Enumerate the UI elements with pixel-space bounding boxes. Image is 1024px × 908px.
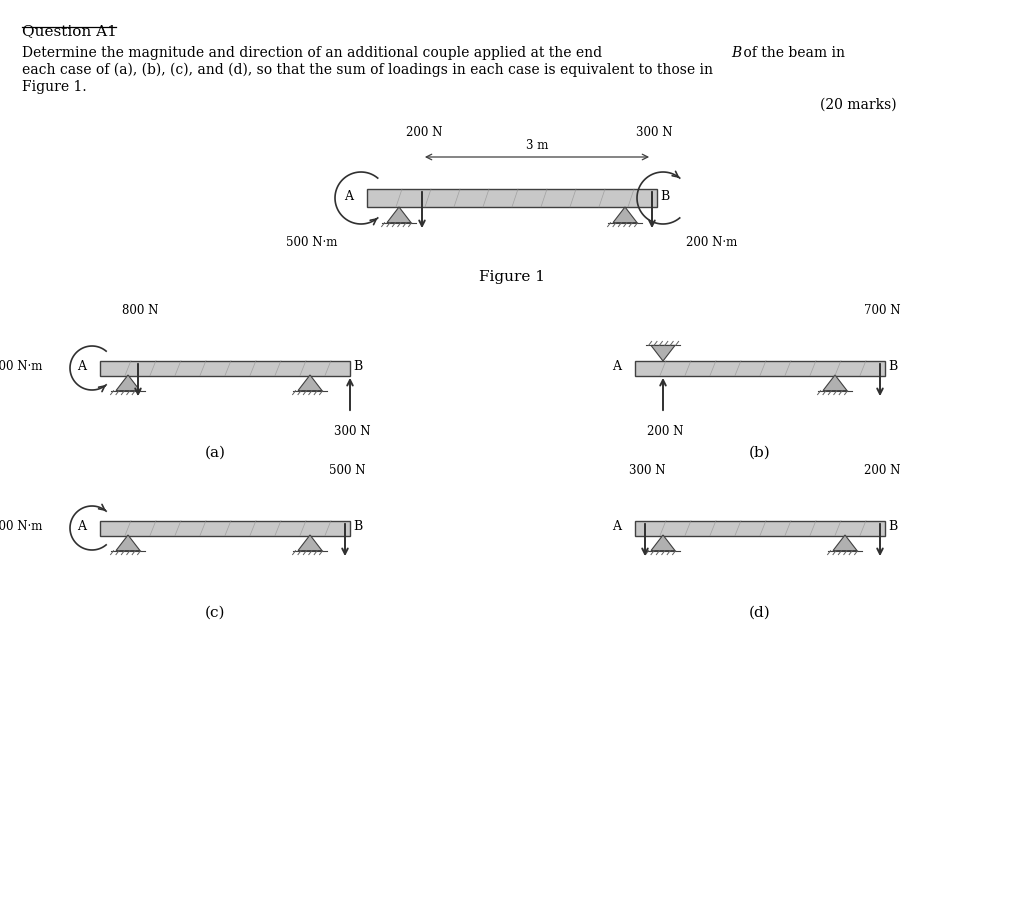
Text: (d): (d)	[750, 606, 771, 620]
Text: A: A	[612, 360, 621, 373]
Text: 200 N: 200 N	[406, 126, 442, 139]
Text: B: B	[888, 520, 897, 534]
Text: 200 N·m: 200 N·m	[686, 236, 737, 249]
Text: 200 N: 200 N	[864, 464, 900, 477]
Text: A: A	[612, 520, 621, 534]
Text: (c): (c)	[205, 606, 225, 620]
Text: B: B	[888, 360, 897, 373]
Text: B: B	[353, 520, 362, 534]
Polygon shape	[116, 535, 140, 550]
Text: A: A	[77, 360, 86, 373]
Bar	[635, 520, 885, 536]
Polygon shape	[298, 375, 322, 390]
Text: 300 N: 300 N	[629, 464, 666, 477]
Text: 3 m: 3 m	[525, 139, 548, 152]
Text: A: A	[77, 520, 86, 534]
Text: of the beam in: of the beam in	[739, 46, 845, 60]
Bar	[100, 360, 350, 376]
Text: A: A	[344, 191, 353, 203]
Polygon shape	[298, 535, 322, 550]
Polygon shape	[823, 375, 847, 390]
Polygon shape	[116, 375, 140, 390]
Text: 500 N·m: 500 N·m	[287, 236, 338, 249]
Text: 700 N: 700 N	[864, 304, 900, 317]
Polygon shape	[613, 207, 637, 222]
Text: 500 N: 500 N	[329, 464, 366, 477]
Bar	[100, 520, 350, 536]
Text: B: B	[660, 191, 670, 203]
Text: B: B	[353, 360, 362, 373]
Text: 400 N·m: 400 N·m	[0, 519, 42, 532]
Text: Determine the magnitude and direction of an additional couple applied at the end: Determine the magnitude and direction of…	[22, 46, 606, 60]
Text: (a): (a)	[205, 446, 225, 460]
Text: 300 N: 300 N	[636, 126, 673, 139]
Text: B: B	[731, 46, 741, 60]
Text: 300 N: 300 N	[334, 425, 371, 438]
Bar	[635, 360, 885, 376]
Polygon shape	[387, 207, 411, 222]
Text: 800 N: 800 N	[122, 304, 159, 317]
Polygon shape	[651, 535, 675, 550]
Polygon shape	[833, 535, 857, 550]
Text: 400 N·m: 400 N·m	[0, 360, 42, 372]
Polygon shape	[651, 345, 675, 361]
Text: (20 marks): (20 marks)	[820, 98, 897, 112]
Text: each case of (a), (b), (c), and (d), so that the sum of loadings in each case is: each case of (a), (b), (c), and (d), so …	[22, 63, 713, 77]
Text: Figure 1.: Figure 1.	[22, 80, 87, 94]
Text: Question A1: Question A1	[22, 24, 117, 38]
Text: (b): (b)	[750, 446, 771, 460]
Text: 200 N: 200 N	[647, 425, 683, 438]
Text: Figure 1: Figure 1	[479, 270, 545, 284]
Bar	[367, 189, 657, 207]
